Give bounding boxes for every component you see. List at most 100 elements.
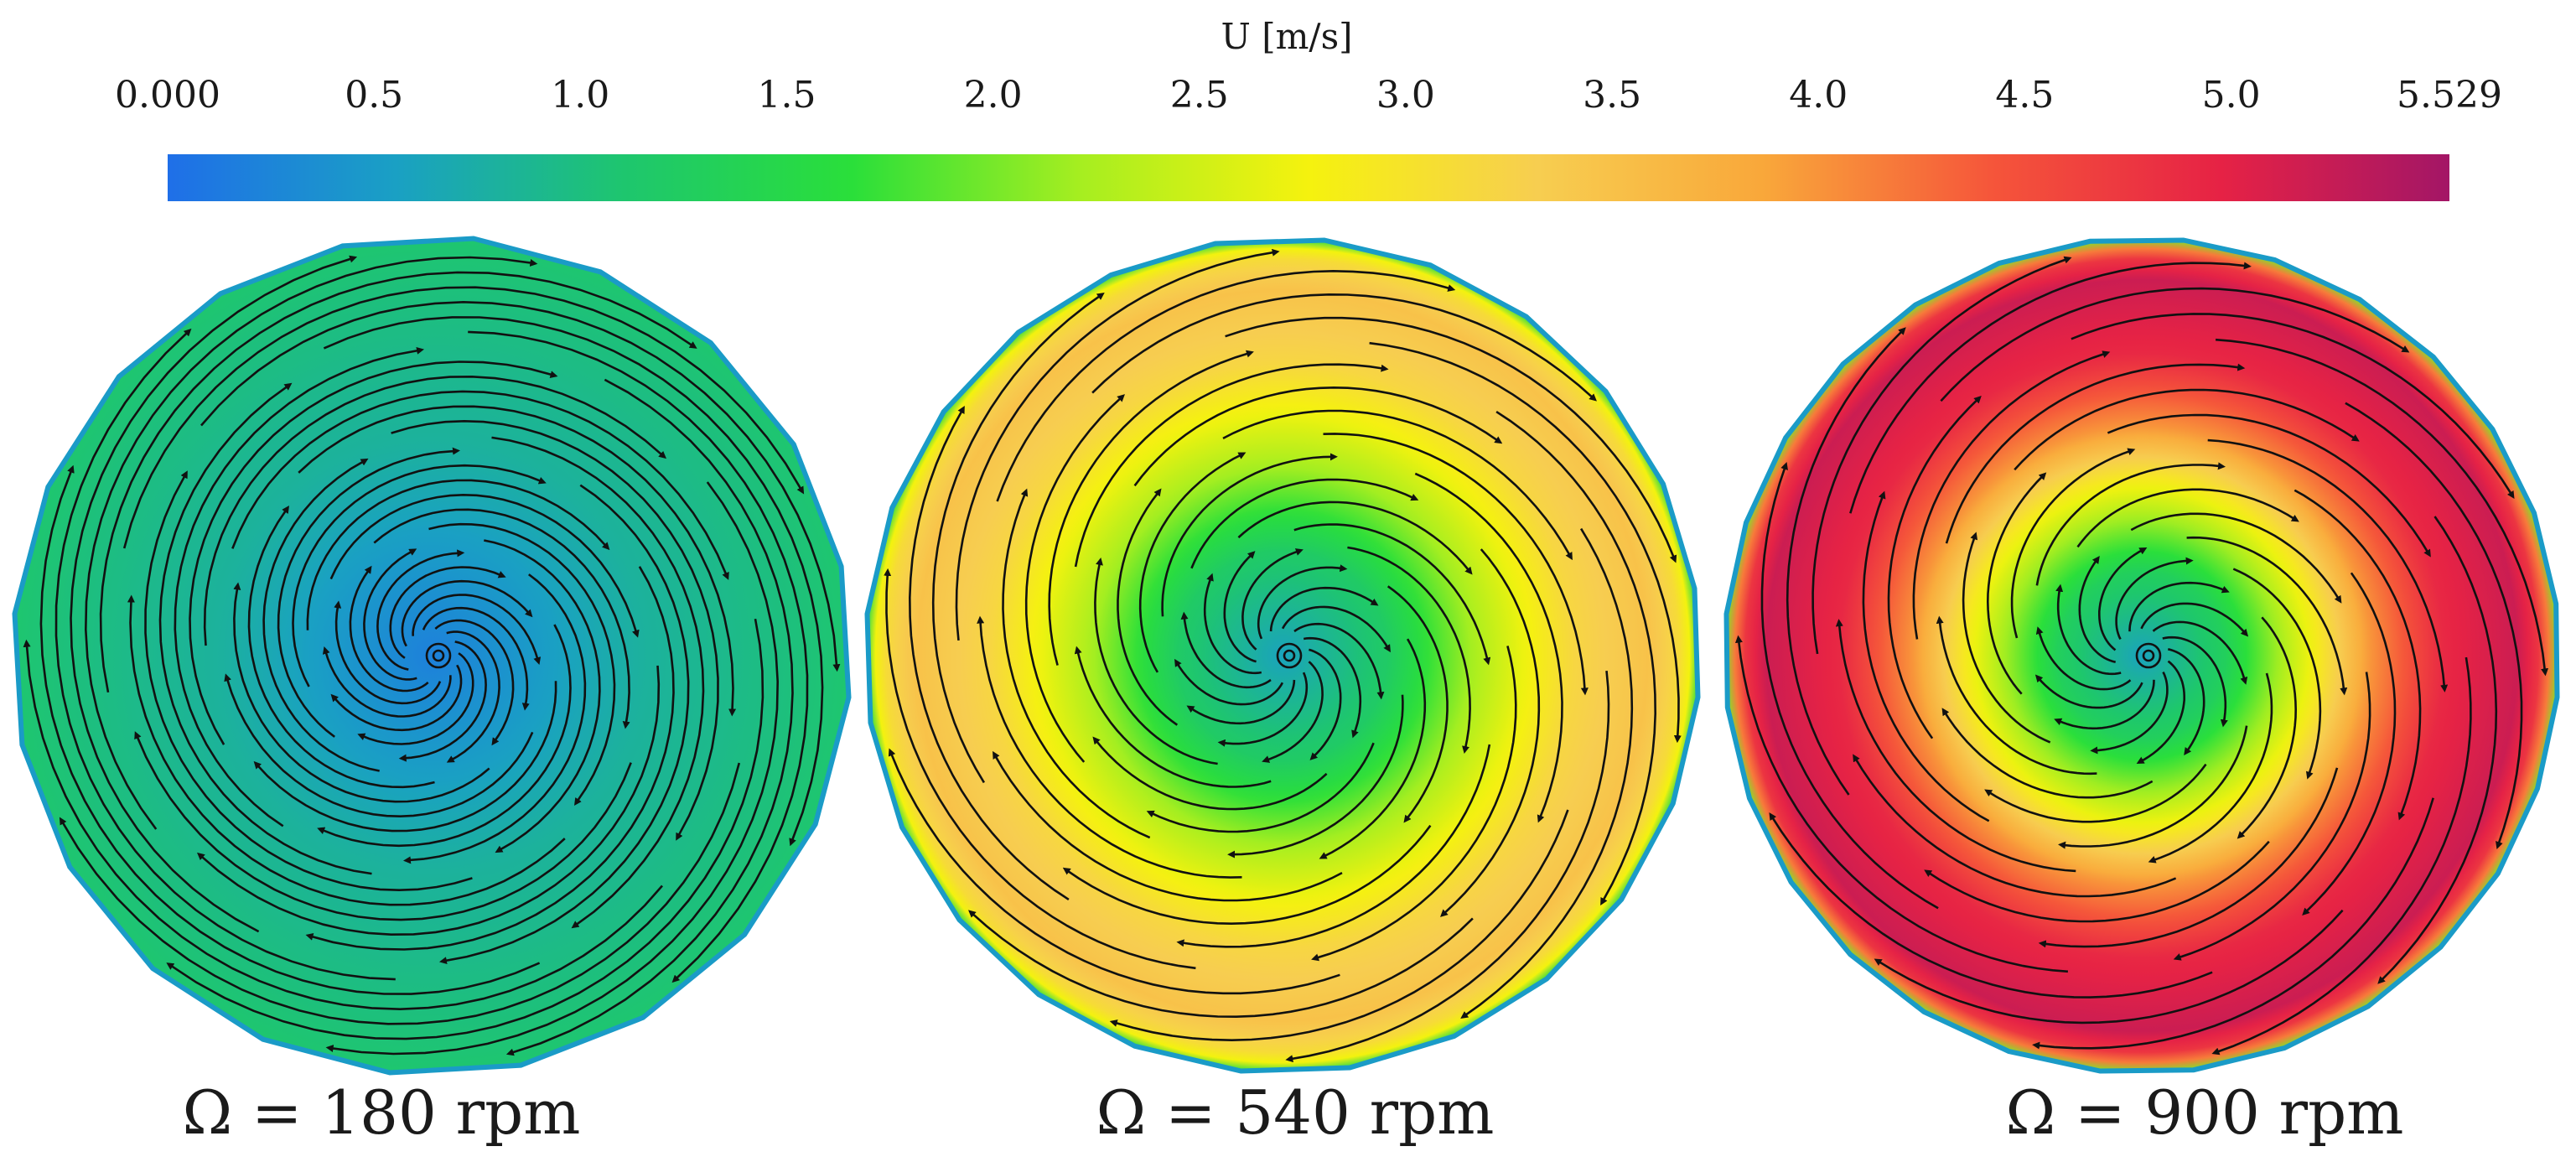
caption-900-rpm: Ω = 900 rpm	[2006, 1077, 2404, 1148]
streamline	[39, 464, 541, 995]
streamline	[99, 271, 697, 693]
streamline	[1962, 532, 2051, 744]
colorbar-tick-label: 2.0	[964, 74, 1023, 117]
streamline	[1369, 341, 1682, 744]
streamline	[1912, 350, 2111, 640]
streamline	[231, 390, 729, 580]
streamline	[428, 522, 616, 807]
streamlines	[23, 255, 841, 1056]
streamline	[253, 681, 557, 833]
streamline	[1986, 472, 2047, 695]
streamline	[2207, 438, 2449, 693]
streamline	[292, 464, 547, 687]
streamline	[298, 405, 737, 717]
streamline	[247, 505, 435, 789]
streamline	[1811, 256, 2072, 655]
streamline	[189, 361, 558, 745]
colorbar-tick-label: 2.5	[1170, 74, 1229, 117]
vortex-core	[2135, 642, 2162, 669]
streamline	[908, 405, 1070, 900]
streamline	[2038, 767, 2339, 948]
streamline	[2211, 656, 2472, 1056]
streamline	[2035, 626, 2132, 691]
streamline	[1133, 386, 1503, 487]
streamline	[1984, 763, 2207, 823]
streamline	[1319, 638, 1427, 859]
streamline	[166, 618, 765, 1040]
streamline	[1002, 488, 1151, 839]
streamline	[2215, 338, 2549, 677]
streamline	[2014, 388, 2360, 471]
velocity-field	[1726, 240, 2558, 1071]
streamline	[491, 436, 705, 929]
streamline	[1734, 635, 2069, 973]
streamline	[23, 639, 663, 1011]
streamline	[1309, 648, 1342, 760]
streamline	[1237, 501, 1473, 575]
streamline	[2186, 536, 2348, 696]
colorbar-tick-label: 1.0	[551, 74, 609, 117]
streamline	[1241, 548, 1304, 651]
streamline	[1146, 742, 1375, 833]
streamline	[505, 378, 794, 1056]
streamline	[2107, 413, 2431, 558]
streamline	[996, 269, 1456, 502]
streamline	[2128, 581, 2230, 632]
streamline	[1257, 564, 1348, 640]
streamline	[422, 606, 530, 711]
colorbar-tick-label: 4.0	[1789, 74, 1848, 117]
streamline	[1303, 636, 1362, 739]
streamline	[1227, 694, 1404, 859]
streamline	[2377, 516, 2498, 984]
streamline	[2152, 620, 2248, 685]
streamline	[306, 479, 610, 630]
streamline	[955, 248, 1280, 641]
streamline	[224, 673, 534, 818]
streamline	[1048, 350, 1254, 666]
streamline	[2054, 679, 2155, 730]
colorbar-tick-label: 5.0	[2202, 74, 2261, 117]
streamline	[2345, 402, 2523, 849]
streamline	[363, 548, 417, 681]
streamline	[1074, 363, 1389, 568]
vortex-core	[1276, 642, 1303, 669]
streamline	[322, 646, 452, 718]
streamline	[1835, 619, 2076, 873]
streamline	[1223, 551, 1257, 663]
streamline	[305, 566, 675, 951]
streamline	[2010, 448, 2136, 639]
disc-outline	[1723, 237, 2560, 1074]
colorbar	[168, 154, 2449, 201]
streamline	[1109, 809, 1569, 1042]
vortex-core-inner	[432, 649, 445, 662]
streamline	[1190, 478, 1419, 569]
streamline	[1495, 411, 1657, 906]
streamline	[1936, 615, 2097, 776]
velocity-field	[867, 240, 1698, 1071]
streamline	[84, 256, 538, 830]
streamline	[2162, 635, 2228, 728]
colorbar-tick-label: 0.5	[345, 74, 403, 117]
streamline	[357, 652, 474, 745]
streamline	[1293, 622, 1385, 700]
streamline	[1269, 586, 1379, 632]
streamline	[127, 594, 566, 906]
streamline	[1887, 395, 1982, 739]
streamline	[438, 484, 690, 965]
streamline	[1092, 736, 1328, 811]
streamline	[262, 458, 380, 772]
streamline	[323, 316, 824, 847]
streamline	[1460, 527, 1634, 1019]
streamline	[1769, 812, 2213, 999]
panel-180-rpm	[12, 236, 852, 1076]
streamline	[317, 624, 572, 848]
streamline	[434, 619, 515, 746]
streamline	[1440, 548, 1541, 917]
streamline	[977, 615, 1242, 879]
colorbar-tick-label: 0.000	[115, 74, 220, 117]
colorbar-tick-label: 4.5	[1995, 74, 2054, 117]
streamline	[389, 566, 506, 659]
panel-900-rpm	[1723, 237, 2560, 1074]
streamline	[54, 328, 396, 981]
